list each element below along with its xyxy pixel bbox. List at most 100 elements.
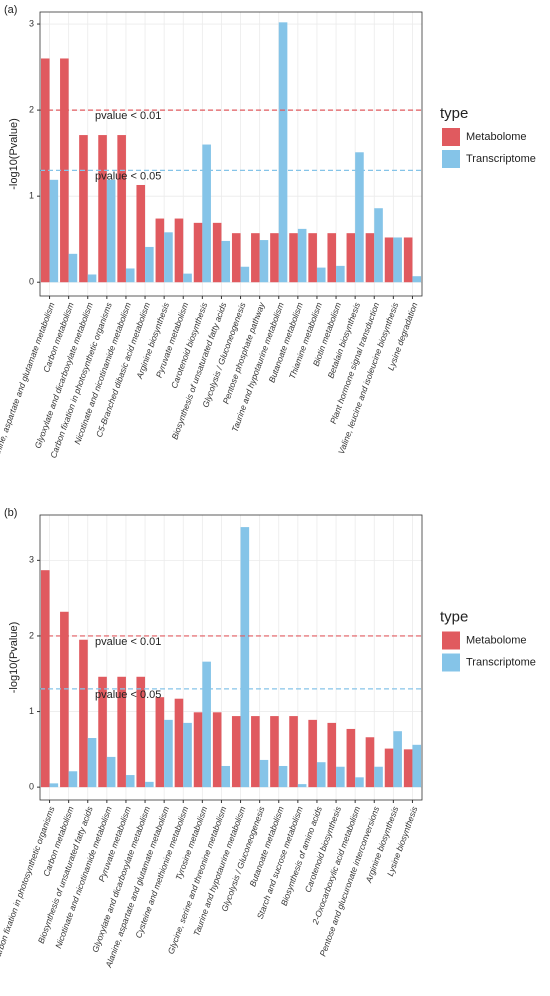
bar: [365, 737, 375, 788]
bar: [136, 676, 146, 788]
bar: [174, 698, 184, 788]
bar: [106, 756, 116, 788]
bar: [40, 570, 50, 788]
bar: [297, 784, 307, 788]
bar: [60, 611, 69, 788]
bar: [259, 759, 269, 788]
legend-label: Transcriptome: [466, 153, 536, 165]
bar: [155, 218, 165, 283]
bar: [174, 218, 184, 283]
bar: [289, 233, 298, 283]
y-tick-label: 0: [29, 277, 34, 287]
bar: [68, 253, 78, 283]
y-tick-label: 2: [29, 630, 34, 640]
bar: [212, 712, 222, 788]
bar: [79, 135, 88, 283]
bar: [355, 777, 364, 788]
bar: [164, 232, 173, 283]
legend-key: [442, 128, 460, 146]
bar: [297, 228, 307, 283]
bar: [231, 233, 241, 283]
bar: [49, 179, 59, 283]
bar: [49, 783, 59, 788]
bar: [374, 766, 383, 788]
bar: [193, 712, 203, 788]
bar: [117, 676, 126, 788]
bar: [155, 697, 165, 788]
bar: [403, 237, 413, 283]
bar: [240, 266, 250, 283]
bar: [412, 744, 422, 788]
x-tick-label: Alanine, aspartate and glutamate metabol…: [0, 301, 57, 466]
x-tick-label: Carbon fixation in photosynthetic organi…: [0, 804, 57, 963]
bar: [336, 265, 345, 283]
bar: [98, 676, 107, 788]
bar: [221, 765, 231, 788]
bar: [316, 267, 326, 283]
reference-label: pvalue < 0.05: [95, 689, 161, 701]
bar: [117, 135, 126, 283]
bar: [40, 58, 50, 283]
reference-label: pvalue < 0.01: [95, 636, 161, 648]
bar: [346, 728, 356, 788]
bar: [412, 276, 422, 283]
bar: [270, 233, 279, 283]
bar: [393, 237, 402, 283]
bar: [145, 781, 154, 788]
y-tick-label: 2: [29, 104, 34, 114]
legend-label: Metabolome: [466, 131, 527, 143]
bar: [87, 738, 97, 788]
bar: [308, 719, 317, 788]
bar: [251, 233, 260, 283]
bar: [355, 152, 364, 283]
bar: [289, 716, 298, 788]
y-tick-label: 0: [29, 782, 34, 792]
bar: [384, 748, 394, 788]
y-axis-label: -log10(Pvalue): [8, 622, 20, 694]
bar: [251, 716, 260, 788]
bar: [259, 240, 269, 283]
panel-label: (a): [4, 4, 17, 16]
bar: [278, 22, 288, 283]
bar: [212, 222, 222, 283]
bar: [183, 722, 192, 788]
bar: [308, 233, 317, 283]
bar: [106, 179, 116, 283]
bar: [403, 749, 413, 788]
y-tick-label: 3: [29, 18, 34, 28]
reference-label: pvalue < 0.01: [95, 110, 161, 122]
panel-label: (b): [4, 507, 17, 519]
plot-border: [39, 514, 423, 801]
bar: [365, 233, 375, 283]
bar: [87, 274, 97, 283]
bar: [278, 765, 288, 788]
bar: [231, 716, 241, 788]
bar: [136, 184, 146, 283]
reference-label: pvalue < 0.05: [95, 170, 161, 182]
legend-key: [442, 631, 460, 650]
bar: [145, 246, 154, 283]
bar: [346, 233, 356, 283]
legend-key: [442, 150, 460, 168]
bar: [164, 719, 173, 788]
bar: [316, 762, 326, 788]
bar: [98, 135, 107, 283]
bar: [202, 144, 211, 283]
bar: [68, 771, 78, 788]
y-tick-label: 3: [29, 555, 34, 565]
legend-label: Transcriptome: [466, 656, 536, 668]
bar: [327, 233, 337, 283]
plot-panel: [40, 12, 422, 296]
bar: [270, 716, 279, 788]
y-tick-label: 1: [29, 706, 34, 716]
bar: [240, 527, 250, 788]
bar: [393, 731, 402, 788]
bar: [336, 766, 345, 788]
bar: [202, 661, 211, 788]
y-axis-label: -log10(Pvalue): [8, 118, 20, 190]
y-tick-label: 1: [29, 191, 34, 201]
legend-title: type: [440, 608, 468, 625]
bar: [221, 240, 231, 283]
bar: [125, 775, 135, 788]
